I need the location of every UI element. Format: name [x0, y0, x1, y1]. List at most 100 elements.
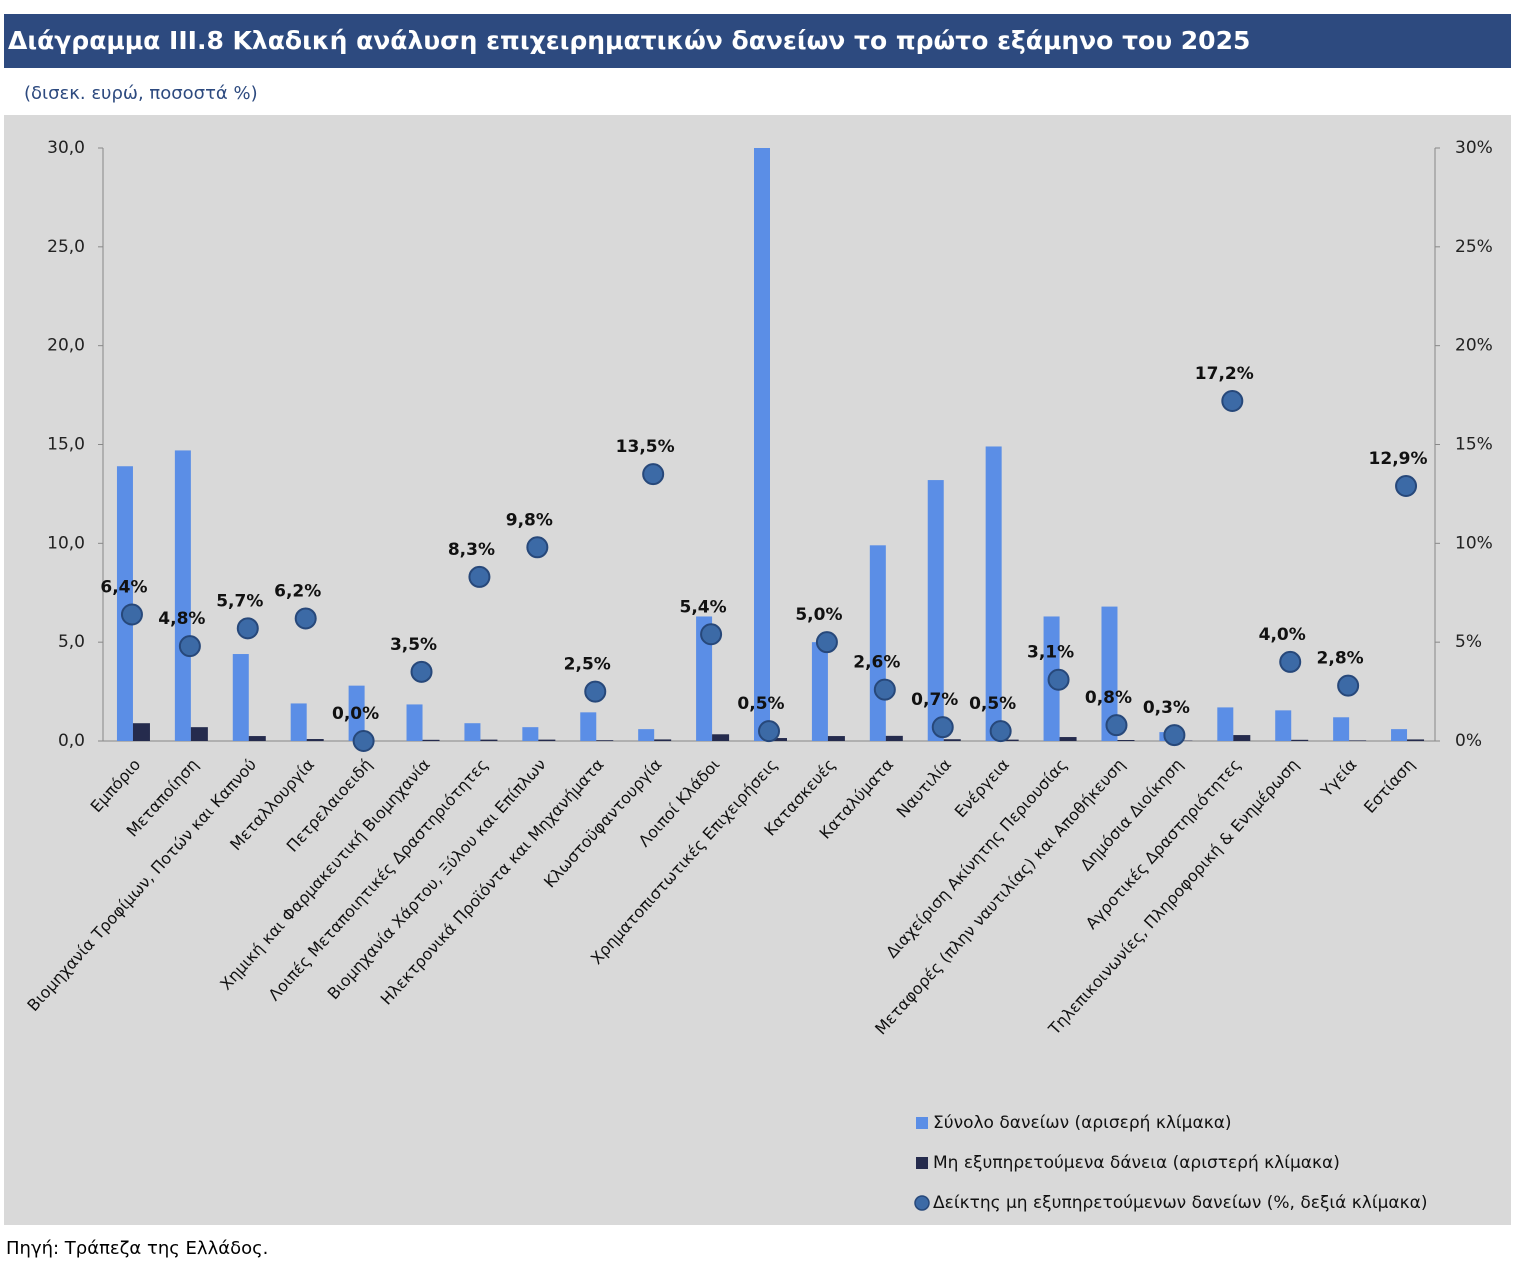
y2-tick-label: 10%	[1455, 533, 1493, 553]
data-label: 0,5%	[969, 694, 1016, 714]
ratio-dot	[1106, 715, 1126, 735]
data-label: 4,8%	[158, 609, 205, 629]
data-label: 13,5%	[616, 437, 675, 457]
data-label: 0,8%	[1085, 688, 1132, 708]
bar	[191, 727, 208, 741]
bar	[233, 654, 249, 741]
ratio-dot	[1396, 476, 1416, 496]
bar	[1349, 740, 1366, 741]
data-label: 0,3%	[1143, 698, 1190, 718]
legend-label: Σύνολο δανείων (αρισερή κλίμακα)	[933, 1113, 1232, 1133]
ratio-dot	[701, 624, 721, 644]
bar	[1291, 740, 1308, 741]
legend-marker	[915, 1196, 929, 1210]
bar	[423, 740, 440, 741]
bar	[307, 739, 324, 741]
legend-marker	[916, 1117, 928, 1129]
ratio-dot	[238, 618, 258, 638]
bar	[249, 736, 266, 741]
ratio-dot	[759, 721, 779, 741]
ratio-dot	[933, 717, 953, 737]
bar	[712, 734, 729, 741]
y2-tick-label: 20%	[1455, 336, 1493, 356]
chart-title: Διάγραμμα III.8 Κλαδική ανάλυση επιχειρη…	[8, 26, 1250, 55]
bar	[754, 148, 770, 741]
bar	[175, 450, 191, 741]
ratio-dot	[1280, 652, 1300, 672]
chart-subtitle: (δισεκ. ευρώ, ποσοστά %)	[24, 83, 258, 104]
ratio-dot	[1338, 676, 1358, 696]
data-label: 9,8%	[506, 510, 553, 530]
data-label: 0,7%	[911, 690, 958, 710]
ratio-dot	[1222, 391, 1242, 411]
ratio-dot	[875, 680, 895, 700]
data-label: 5,7%	[216, 591, 263, 611]
y-tick-label: 15,0	[47, 435, 85, 455]
bar	[812, 642, 828, 741]
bar	[1117, 740, 1134, 741]
y-tick-label: 30,0	[47, 138, 85, 158]
ratio-dot	[585, 682, 605, 702]
bar	[407, 704, 423, 741]
bar	[1217, 707, 1233, 741]
data-label: 8,3%	[448, 540, 495, 560]
legend-label: Δείκτης μη εξυπηρετούμενων δανείων (%, δ…	[933, 1193, 1428, 1213]
bar	[944, 739, 961, 741]
bar	[538, 740, 555, 741]
data-label: 6,4%	[100, 577, 147, 597]
legend-marker	[916, 1157, 928, 1169]
y2-tick-label: 30%	[1455, 138, 1493, 158]
ratio-dot	[1049, 670, 1069, 690]
data-label: 3,1%	[1027, 643, 1074, 663]
bar	[654, 739, 671, 741]
ratio-dot	[412, 662, 432, 682]
ratio-dot	[354, 731, 374, 751]
ratio-dot	[643, 464, 663, 484]
ratio-dot	[122, 604, 142, 624]
y-tick-label: 5,0	[58, 632, 85, 652]
data-label: 3,5%	[390, 635, 437, 655]
bar	[291, 703, 307, 741]
bar	[870, 545, 886, 741]
data-label: 0,5%	[737, 694, 784, 714]
y-tick-label: 10,0	[47, 533, 85, 553]
bar	[1407, 739, 1424, 741]
data-label: 5,4%	[680, 597, 727, 617]
y2-tick-label: 0%	[1455, 731, 1482, 751]
ratio-dot	[527, 537, 547, 557]
ratio-dot	[469, 567, 489, 587]
data-label: 12,9%	[1369, 449, 1428, 469]
data-label: 6,2%	[274, 581, 321, 601]
bar	[1333, 717, 1349, 741]
bar	[828, 736, 845, 741]
bar	[133, 723, 150, 741]
bar	[522, 727, 538, 741]
bar	[464, 723, 480, 741]
source-note: Πηγή: Τράπεζα της Ελλάδος.	[6, 1238, 268, 1259]
y2-tick-label: 25%	[1455, 237, 1493, 257]
data-label: 0,0%	[332, 704, 379, 724]
ratio-dot	[296, 608, 316, 628]
bar	[480, 740, 497, 741]
y-tick-label: 25,0	[47, 237, 85, 257]
y2-tick-label: 5%	[1455, 632, 1482, 652]
ratio-dot	[1164, 725, 1184, 745]
bar	[1233, 735, 1250, 741]
y2-tick-label: 15%	[1455, 435, 1493, 455]
ratio-dot	[817, 632, 837, 652]
data-label: 17,2%	[1195, 364, 1254, 384]
bar	[1060, 737, 1077, 741]
data-label: 2,8%	[1317, 649, 1364, 669]
y-tick-label: 0,0	[58, 731, 85, 751]
bar	[1275, 710, 1291, 741]
data-label: 2,5%	[564, 655, 611, 675]
bar	[886, 736, 903, 741]
y-tick-label: 20,0	[47, 336, 85, 356]
bar	[596, 740, 613, 741]
ratio-dot	[180, 636, 200, 656]
legend-label: Μη εξυπηρετούμενα δάνεια (αριστερή κλίμα…	[933, 1153, 1340, 1173]
data-label: 5,0%	[795, 605, 842, 625]
ratio-dot	[991, 721, 1011, 741]
